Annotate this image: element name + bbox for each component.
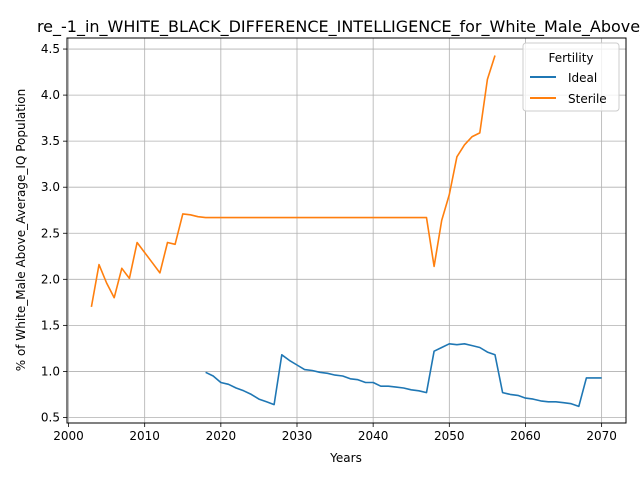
- legend-box: [522, 42, 620, 112]
- y-tick-label: 2.5: [41, 226, 60, 240]
- series-line-ideal: [205, 342, 602, 408]
- x-tick-label: 2040: [358, 429, 389, 443]
- y-tick-label: 4.0: [41, 88, 60, 102]
- y-tick-label: 4.5: [41, 42, 60, 56]
- legend-label-ideal: Ideal: [568, 71, 597, 85]
- axis-ticks: 2000 2010 2020 2030 2040 2050 2060 2070 0.5 1.0 1.…: [41, 42, 617, 443]
- plot-frame: [66, 37, 627, 424]
- x-tick-label: 2050: [434, 429, 465, 443]
- x-tick-label: 2020: [206, 429, 237, 443]
- y-tick-label: 3.0: [41, 180, 60, 194]
- y-tick-label: 1.0: [41, 364, 60, 378]
- x-tick-label: 2030: [282, 429, 313, 443]
- y-tick-label: 1.5: [41, 318, 60, 332]
- x-tick-label: 2000: [53, 429, 84, 443]
- y-tick-label: 3.5: [41, 134, 60, 148]
- x-axis-label: Years: [329, 451, 362, 465]
- legend-title: Fertility: [548, 51, 593, 65]
- x-tick-label: 2010: [129, 429, 160, 443]
- x-tick-label: 2070: [586, 429, 617, 443]
- legend-label-sterile: Sterile: [568, 92, 607, 106]
- legend: Fertility Ideal Sterile: [522, 42, 620, 112]
- y-axis-label: % of White_Male Above_Average_IQ Populat…: [14, 89, 28, 372]
- y-tick-label: 0.5: [41, 410, 60, 424]
- series-line-sterile: [90, 55, 496, 308]
- chart-title: re_-1_in_WHITE_BLACK_DIFFERENCE_INTELLIG…: [37, 17, 640, 37]
- series-lines: [90, 55, 602, 408]
- x-tick-label: 2060: [510, 429, 541, 443]
- y-tick-label: 2.0: [41, 272, 60, 286]
